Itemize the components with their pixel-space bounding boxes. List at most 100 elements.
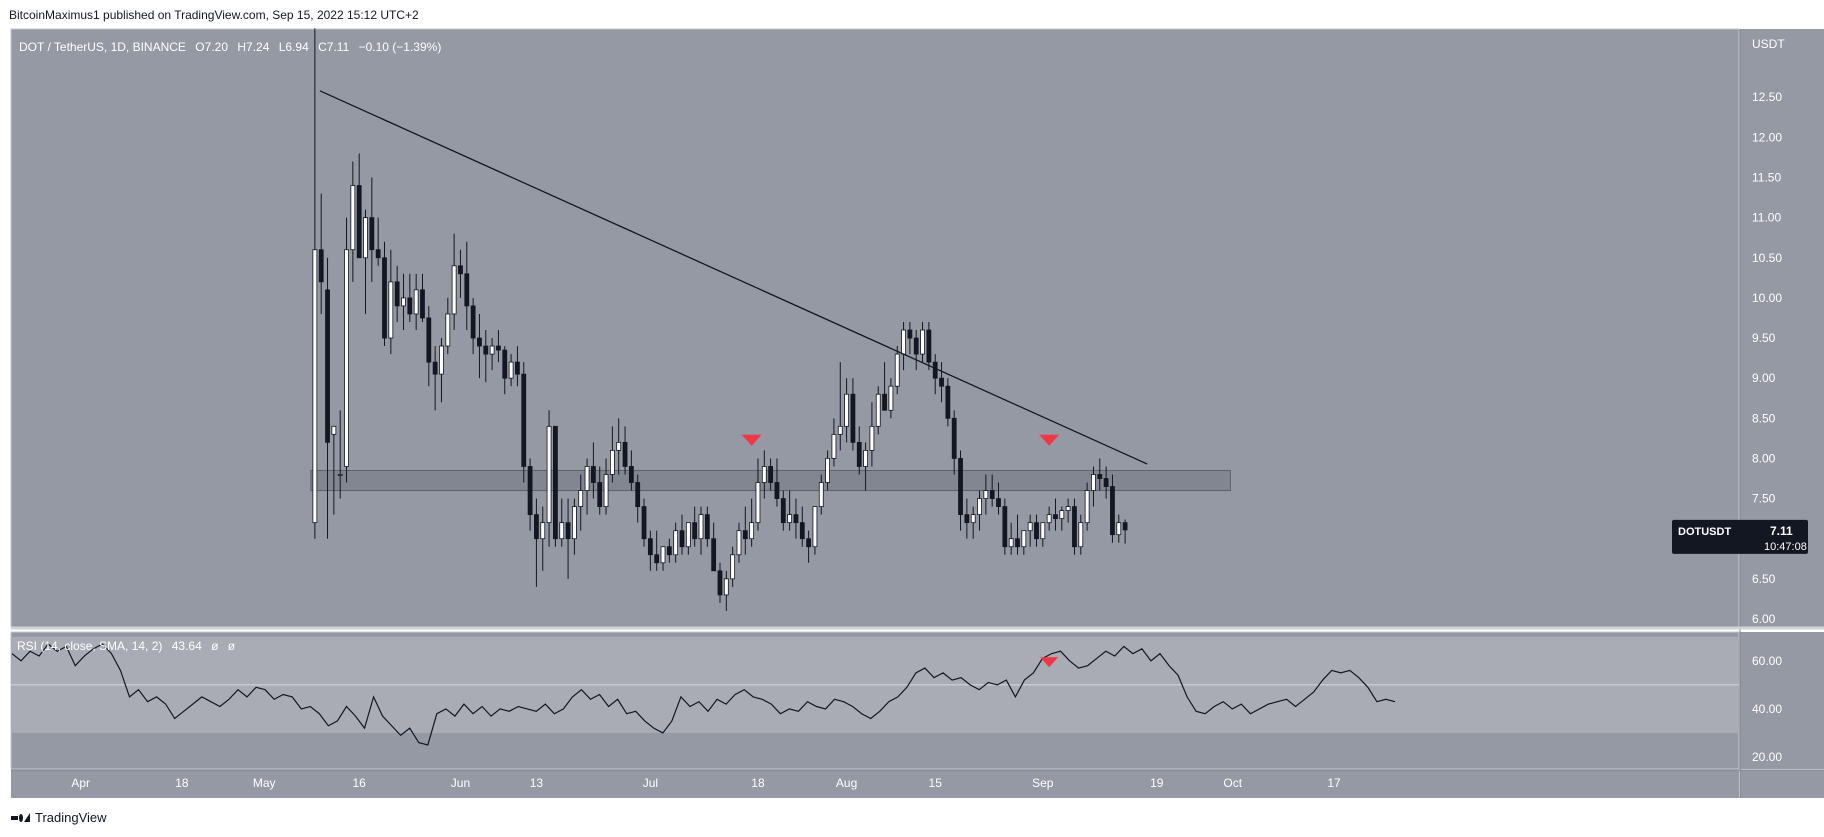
- candle-bearish[interactable]: [590, 466, 596, 483]
- candle-bullish[interactable]: [844, 393, 849, 427]
- candle-bearish[interactable]: [458, 265, 463, 275]
- candle-bearish[interactable]: [806, 538, 812, 548]
- candle-bearish[interactable]: [768, 466, 774, 483]
- candle-bullish[interactable]: [970, 514, 976, 524]
- candle-bullish[interactable]: [723, 578, 729, 596]
- candle-bullish[interactable]: [350, 185, 356, 251]
- candle-bearish[interactable]: [470, 305, 476, 339]
- candle-bullish[interactable]: [920, 329, 925, 355]
- candle-bullish[interactable]: [445, 313, 451, 347]
- candle-bearish[interactable]: [932, 361, 938, 379]
- candle-bullish[interactable]: [888, 385, 894, 411]
- candle-bearish[interactable]: [1053, 514, 1058, 520]
- candle-bearish[interactable]: [907, 329, 913, 339]
- candle-bearish[interactable]: [483, 345, 489, 355]
- candle-bullish[interactable]: [1040, 522, 1046, 540]
- candle-bearish[interactable]: [553, 425, 558, 540]
- candle-bearish[interactable]: [654, 554, 660, 564]
- candle-bullish[interactable]: [578, 490, 584, 507]
- candle-bullish[interactable]: [698, 514, 704, 540]
- candle-bullish[interactable]: [812, 506, 818, 548]
- candle-bullish[interactable]: [660, 546, 666, 564]
- candle-bullish[interactable]: [837, 425, 843, 435]
- candle-bullish[interactable]: [1116, 522, 1122, 536]
- candle-bullish[interactable]: [673, 530, 679, 556]
- candle-bearish[interactable]: [1034, 522, 1039, 540]
- candle-bearish[interactable]: [850, 393, 856, 443]
- candle-bearish[interactable]: [780, 498, 786, 524]
- last-price-tag[interactable]: DOTUSDT 7.11 10:47:08: [1672, 519, 1808, 554]
- candle-bearish[interactable]: [856, 441, 862, 467]
- descending-trendline[interactable]: [319, 90, 1148, 465]
- candle-bearish[interactable]: [711, 538, 717, 572]
- candle-bearish[interactable]: [964, 514, 970, 524]
- price-pane[interactable]: [10, 28, 1740, 628]
- candle-bullish[interactable]: [603, 474, 609, 507]
- candle-bullish[interactable]: [401, 297, 406, 307]
- candle-bearish[interactable]: [318, 249, 324, 283]
- candle-bearish[interactable]: [1122, 522, 1128, 531]
- candle-bullish[interactable]: [901, 329, 906, 355]
- rsi-bearish-marker[interactable]: [1040, 657, 1059, 668]
- candle-bullish[interactable]: [312, 249, 318, 524]
- candle-bearish[interactable]: [996, 498, 1001, 507]
- candle-bullish[interactable]: [1065, 506, 1071, 512]
- candle-bullish[interactable]: [863, 450, 868, 467]
- candle-bullish[interactable]: [540, 522, 546, 540]
- candle-bearish[interactable]: [793, 514, 799, 524]
- candle-bearish[interactable]: [521, 373, 527, 467]
- candle-bullish[interactable]: [572, 506, 577, 540]
- candle-bearish[interactable]: [325, 289, 330, 443]
- candle-bearish[interactable]: [939, 377, 944, 387]
- candle-bullish[interactable]: [363, 217, 368, 259]
- candle-bullish[interactable]: [1091, 474, 1096, 491]
- candle-bullish[interactable]: [977, 498, 982, 516]
- candle-bearish[interactable]: [958, 458, 963, 516]
- candle-bearish[interactable]: [1103, 478, 1109, 487]
- candle-bearish[interactable]: [407, 297, 413, 315]
- candle-bearish[interactable]: [597, 482, 603, 507]
- candle-bullish[interactable]: [1078, 522, 1084, 548]
- candle-bullish[interactable]: [685, 522, 691, 548]
- candle-bearish[interactable]: [742, 530, 748, 540]
- candle-bearish[interactable]: [951, 417, 957, 459]
- candle-bearish[interactable]: [913, 337, 919, 355]
- rsi-axis[interactable]: [1740, 632, 1824, 769]
- candle-bearish[interactable]: [1097, 474, 1103, 479]
- candle-bearish[interactable]: [945, 385, 951, 419]
- candle-bearish[interactable]: [666, 546, 672, 556]
- candle-bullish[interactable]: [894, 353, 900, 387]
- candle-bullish[interactable]: [451, 265, 457, 315]
- candle-bearish[interactable]: [647, 538, 653, 556]
- bearish-divergence-marker[interactable]: [741, 434, 762, 446]
- candle-bullish[interactable]: [559, 522, 565, 540]
- candle-bearish[interactable]: [1110, 486, 1115, 536]
- rsi-line[interactable]: [11, 643, 1396, 746]
- candle-bearish[interactable]: [420, 289, 425, 319]
- candle-bearish[interactable]: [502, 349, 508, 379]
- candle-bullish[interactable]: [818, 482, 824, 507]
- candle-bearish[interactable]: [565, 522, 571, 540]
- candle-bearish[interactable]: [774, 482, 780, 499]
- candle-bearish[interactable]: [1002, 506, 1008, 548]
- candle-bullish[interactable]: [787, 514, 793, 524]
- candle-bullish[interactable]: [749, 522, 755, 540]
- candle-bearish[interactable]: [369, 217, 375, 251]
- candle-bullish[interactable]: [1059, 510, 1065, 520]
- candle-bearish[interactable]: [799, 522, 805, 540]
- candle-bullish[interactable]: [761, 466, 767, 483]
- candle-bullish[interactable]: [1027, 522, 1033, 532]
- candle-bullish[interactable]: [616, 441, 622, 451]
- candle-bearish[interactable]: [692, 522, 698, 540]
- candle-bullish[interactable]: [736, 530, 742, 556]
- candle-bearish[interactable]: [628, 466, 634, 483]
- bearish-divergence-marker[interactable]: [1039, 434, 1060, 446]
- candle-bearish[interactable]: [635, 482, 641, 507]
- candle-bullish[interactable]: [730, 554, 736, 580]
- candle-bearish[interactable]: [515, 361, 520, 375]
- candle-bearish[interactable]: [704, 514, 710, 540]
- candle-bullish[interactable]: [825, 458, 830, 483]
- candle-bullish[interactable]: [755, 482, 761, 524]
- candle-bullish[interactable]: [546, 425, 552, 524]
